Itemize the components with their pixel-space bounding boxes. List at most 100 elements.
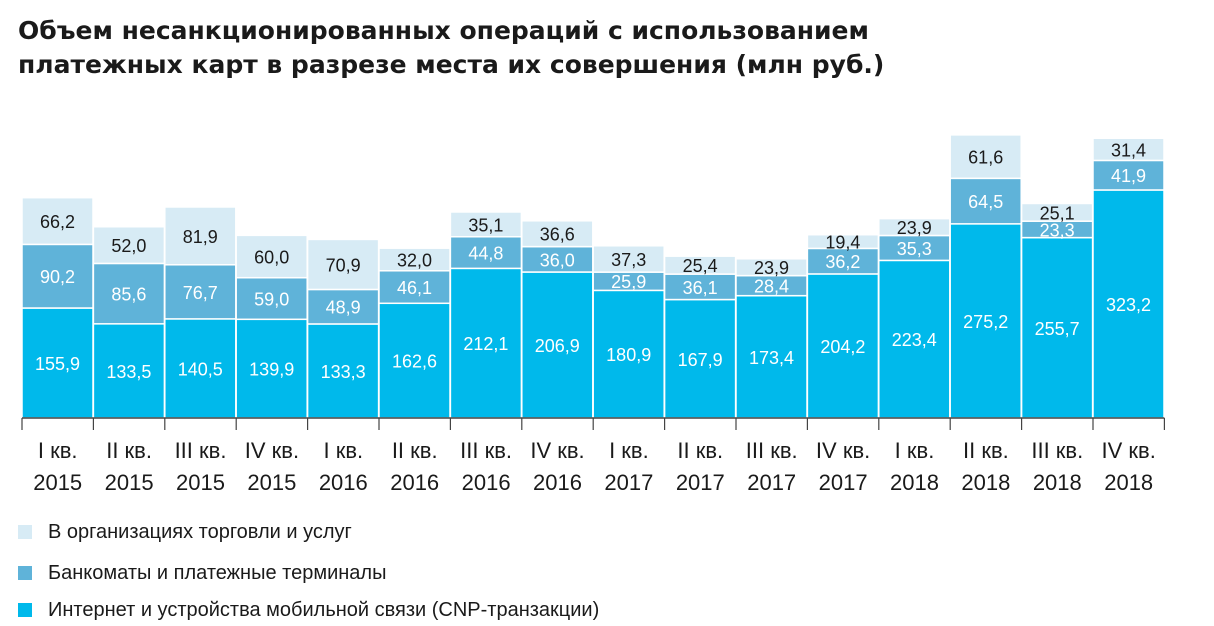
legend-item-atm: Банкоматы и платежные терминалы bbox=[18, 561, 818, 587]
x-tick-label-c5-l0: II кв. bbox=[392, 438, 438, 463]
value-label-s0-c3: 139,9 bbox=[249, 360, 294, 380]
x-tick-label-c11-l1: 2017 bbox=[819, 470, 868, 495]
value-label-s0-c7: 206,9 bbox=[535, 336, 580, 356]
x-tick-label-c8-l1: 2017 bbox=[604, 470, 653, 495]
value-label-s0-c6: 212,1 bbox=[463, 334, 508, 354]
value-label-s1-c5: 46,1 bbox=[397, 278, 432, 298]
value-label-s1-c1: 85,6 bbox=[111, 285, 146, 305]
x-tick-label-c10-l0: III кв. bbox=[746, 438, 798, 463]
bar-segment-s0-c15 bbox=[1092, 189, 1165, 419]
bar-segment-s0-c3 bbox=[235, 318, 308, 419]
value-label-s2-c2: 81,9 bbox=[183, 227, 218, 247]
bar-segment-s0-c7 bbox=[521, 271, 594, 419]
value-label-s2-c15: 31,4 bbox=[1111, 140, 1146, 160]
chart-title-line-2: платежных карт в разрезе места их соверш… bbox=[18, 50, 885, 79]
value-label-s2-c0: 66,2 bbox=[40, 212, 75, 232]
chart-title-line-1: Объем несанкционированных операций с исп… bbox=[18, 16, 869, 45]
value-label-s1-c15: 41,9 bbox=[1111, 166, 1146, 186]
value-label-s2-c7: 36,6 bbox=[540, 225, 575, 245]
legend-swatch-atm bbox=[18, 566, 32, 580]
x-tick-label-c12-l0: I кв. bbox=[895, 438, 935, 463]
bar-segment-s0-c8 bbox=[592, 289, 665, 419]
bar-segment-s1-c13 bbox=[949, 177, 1022, 225]
value-label-s2-c10: 23,9 bbox=[754, 258, 789, 278]
x-tick-label-c0-l1: 2015 bbox=[33, 470, 82, 495]
bar-segment-s0-c4 bbox=[306, 323, 380, 419]
value-label-s0-c13: 275,2 bbox=[963, 312, 1008, 332]
x-tick-label-c2-l1: 2015 bbox=[176, 470, 225, 495]
legend-swatch-cnp bbox=[18, 603, 32, 617]
value-label-s0-c0: 155,9 bbox=[35, 354, 80, 374]
value-label-s0-c4: 133,3 bbox=[321, 362, 366, 382]
bar-segment-s1-c7 bbox=[521, 245, 594, 273]
value-label-s0-c8: 180,9 bbox=[606, 345, 651, 365]
value-label-s0-c11: 204,2 bbox=[820, 337, 865, 357]
x-tick-label-c3-l1: 2015 bbox=[247, 470, 296, 495]
bar-segment-s2-c0 bbox=[21, 196, 94, 246]
x-tick-label-c14-l1: 2018 bbox=[1033, 470, 1082, 495]
x-tick-label-c15-l1: 2018 bbox=[1104, 470, 1153, 495]
value-label-s2-c5: 32,0 bbox=[397, 250, 432, 270]
bar-segment-s2-c3 bbox=[235, 234, 308, 279]
value-label-s1-c7: 36,0 bbox=[540, 250, 575, 270]
value-label-s2-c11: 19,4 bbox=[825, 233, 860, 253]
x-tick-label-c7-l1: 2016 bbox=[533, 470, 582, 495]
bar-segment-s0-c9 bbox=[663, 298, 737, 419]
legend-item-trade: В организациях торговли и услуг bbox=[18, 520, 818, 546]
value-label-s2-c13: 61,6 bbox=[968, 148, 1003, 168]
value-label-s1-c2: 76,7 bbox=[183, 283, 218, 303]
x-tick-label-c8-l0: I кв. bbox=[609, 438, 649, 463]
value-label-s1-c11: 36,2 bbox=[825, 252, 860, 272]
value-label-s2-c8: 37,3 bbox=[611, 250, 646, 270]
value-label-s0-c9: 167,9 bbox=[678, 350, 723, 370]
bar-segment-s0-c6 bbox=[449, 267, 523, 419]
value-label-s2-c14: 25,1 bbox=[1040, 203, 1075, 223]
value-label-s1-c0: 90,2 bbox=[40, 267, 75, 287]
x-tick-label-c12-l1: 2018 bbox=[890, 470, 939, 495]
value-label-s2-c6: 35,1 bbox=[468, 215, 503, 235]
value-label-s1-c6: 44,8 bbox=[468, 244, 503, 264]
value-label-s0-c12: 223,4 bbox=[892, 330, 937, 350]
value-label-s1-c12: 35,3 bbox=[897, 239, 932, 259]
bar-segment-s2-c1 bbox=[92, 225, 166, 265]
x-tick-label-c1-l1: 2015 bbox=[105, 470, 154, 495]
value-label-s1-c14: 23,3 bbox=[1040, 220, 1075, 240]
bar-segment-s2-c15 bbox=[1092, 137, 1165, 162]
x-axis: I кв. 2015 II кв. 2015 III кв. 2015 IV кв. 2015… bbox=[21, 417, 1166, 495]
value-labels-layer: 155,9 90,2 66,2 133,5 85,6 52,0 140,5 76,7 81,9 1… bbox=[35, 140, 1151, 382]
x-tick-label-c4-l0: I кв. bbox=[323, 438, 363, 463]
value-label-s1-c3: 59,0 bbox=[254, 289, 289, 309]
x-tick-label-c15-l0: IV кв. bbox=[1102, 438, 1156, 463]
x-tick-label-c13-l1: 2018 bbox=[961, 470, 1010, 495]
chart-title: Объем несанкционированных операций с исп… bbox=[18, 14, 1118, 82]
legend-label-trade: В организациях торговли и услуг bbox=[48, 521, 352, 543]
x-tick-label-c7-l0: IV кв. bbox=[530, 438, 584, 463]
bar-segment-s2-c2 bbox=[164, 206, 237, 266]
stacked-bar-chart: 155,9 90,2 66,2 133,5 85,6 52,0 140,5 76,7 81,9 1… bbox=[21, 134, 1166, 495]
x-tick-label-c2-l0: III кв. bbox=[175, 438, 227, 463]
x-tick-label-c4-l1: 2016 bbox=[319, 470, 368, 495]
value-label-s2-c4: 70,9 bbox=[326, 255, 361, 275]
bars-layer bbox=[21, 134, 1165, 419]
value-label-s0-c10: 173,4 bbox=[749, 348, 794, 368]
bar-segment-s1-c12 bbox=[878, 234, 951, 262]
bar-segment-s2-c7 bbox=[521, 220, 594, 248]
value-label-s1-c10: 28,4 bbox=[754, 277, 789, 297]
x-tick-label-c11-l0: IV кв. bbox=[816, 438, 870, 463]
x-tick-label-c3-l0: IV кв. bbox=[245, 438, 299, 463]
value-label-s1-c4: 48,9 bbox=[326, 298, 361, 318]
legend-item-cnp: Интернет и устройства мобильной связи (C… bbox=[18, 598, 818, 624]
bar-segment-s1-c15 bbox=[1092, 159, 1165, 191]
x-tick-label-c1-l0: II кв. bbox=[106, 438, 152, 463]
bar-segment-s1-c4 bbox=[306, 288, 380, 325]
x-tick-label-c6-l0: III кв. bbox=[460, 438, 512, 463]
x-tick-label-c10-l1: 2017 bbox=[747, 470, 796, 495]
value-label-s0-c1: 133,5 bbox=[106, 362, 151, 382]
value-label-s2-c1: 52,0 bbox=[111, 236, 146, 256]
bar-segment-s0-c2 bbox=[164, 318, 237, 419]
bar-segment-s1-c2 bbox=[164, 264, 237, 320]
x-tick-label-c9-l0: II кв. bbox=[677, 438, 723, 463]
legend-swatch-trade bbox=[18, 525, 32, 539]
legend-label-cnp: Интернет и устройства мобильной связи (C… bbox=[48, 599, 600, 621]
value-label-s0-c2: 140,5 bbox=[178, 359, 223, 379]
